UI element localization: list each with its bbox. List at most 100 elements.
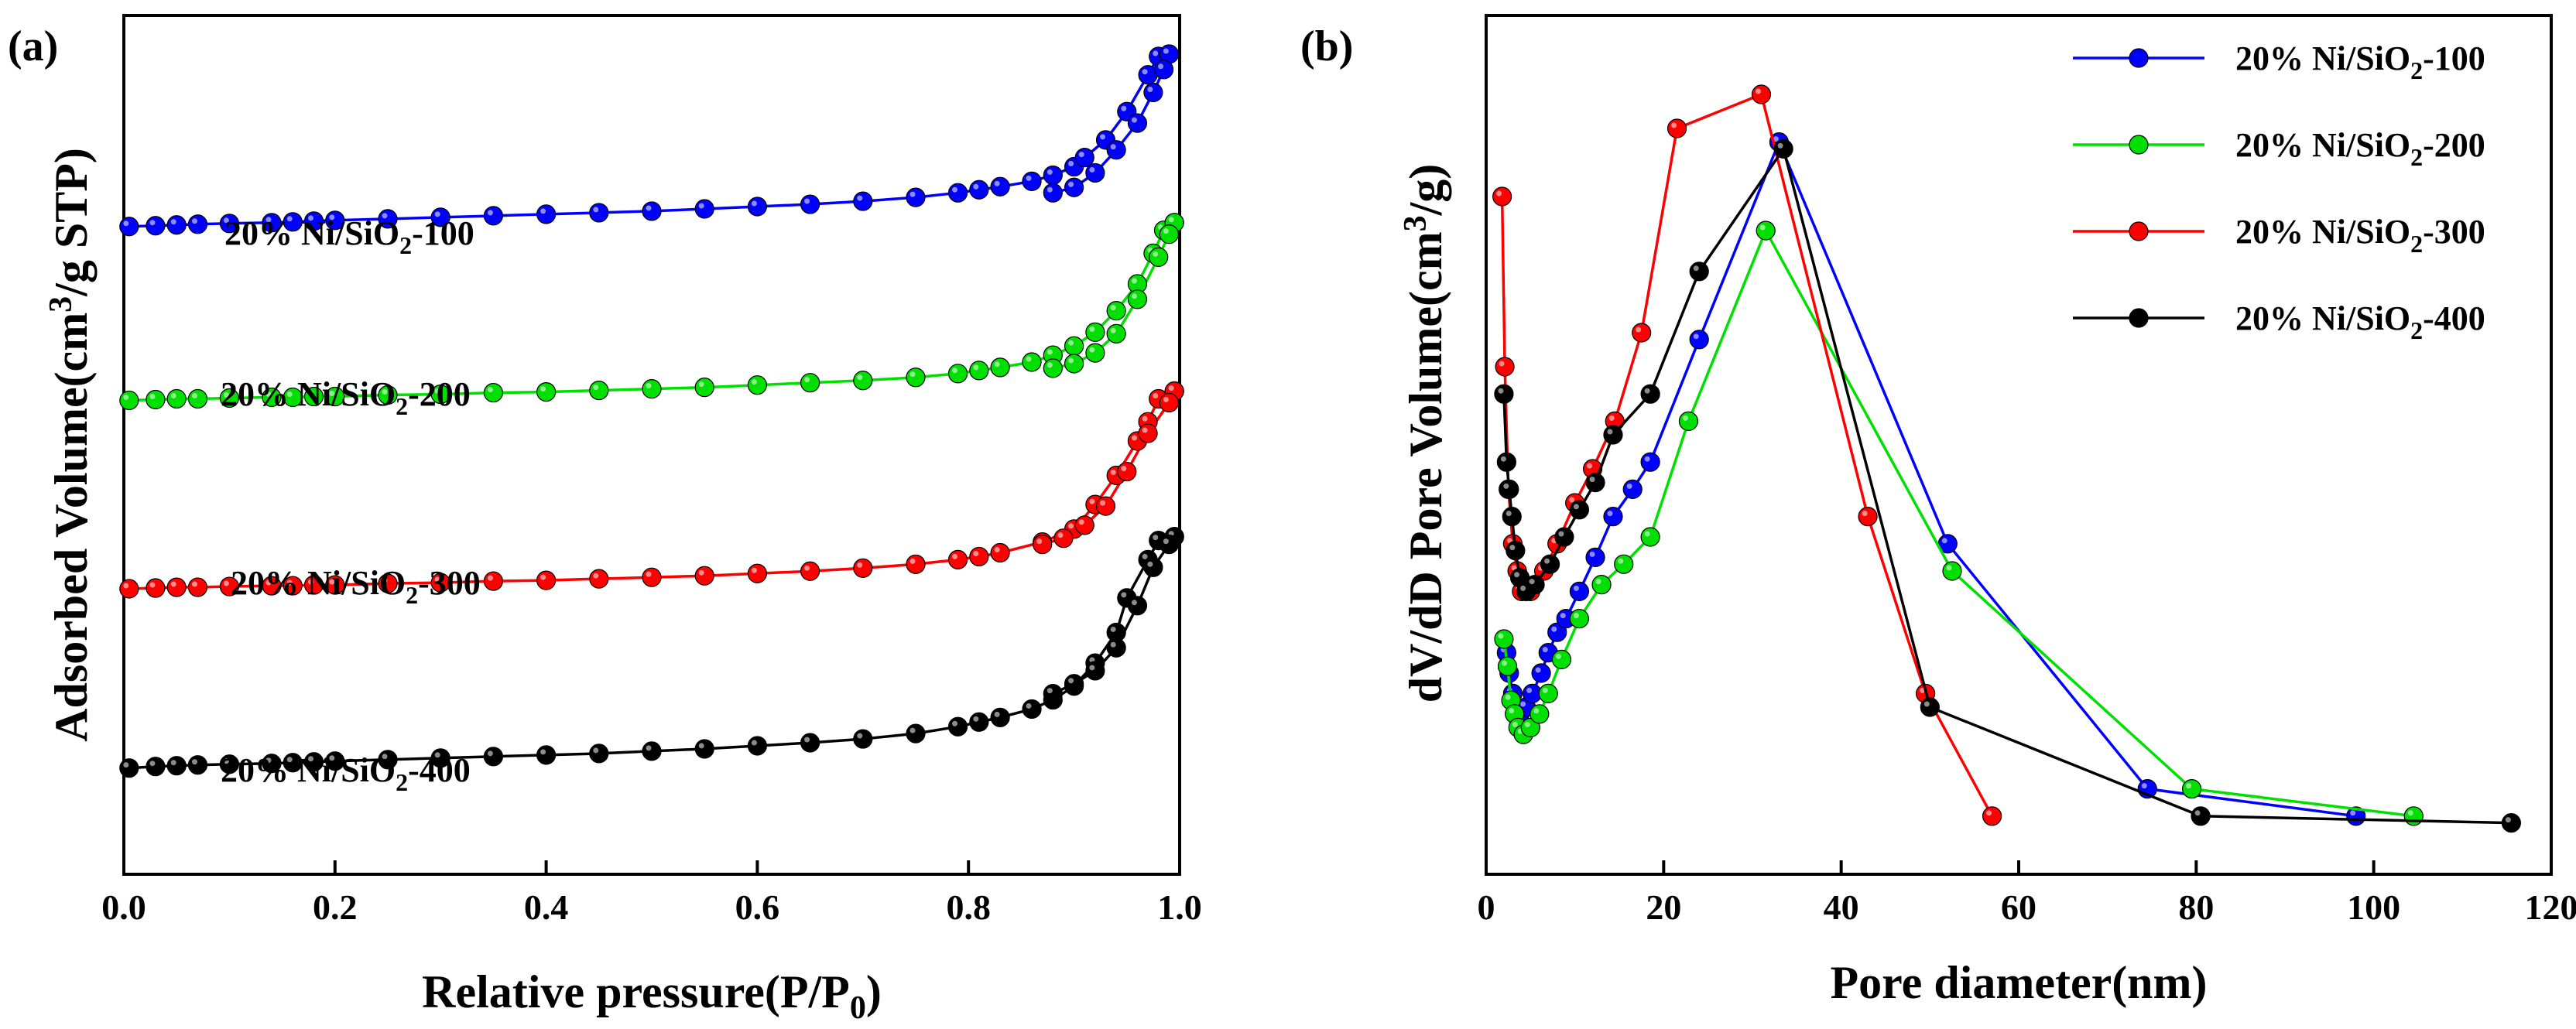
data-point-highlight — [646, 205, 652, 211]
data-point — [1494, 384, 1514, 404]
data-point — [1022, 352, 1042, 372]
data-point-highlight — [1026, 703, 1032, 709]
data-point — [1043, 358, 1063, 378]
data-point — [947, 183, 968, 203]
data-point-highlight — [1046, 169, 1053, 175]
data-point-highlight — [382, 577, 388, 583]
data-point — [1942, 561, 1962, 581]
data-point-highlight — [1163, 396, 1169, 402]
data-point-highlight — [1078, 152, 1084, 158]
legend-entry: 20% Ni/SiO2-300 — [2073, 213, 2485, 258]
data-point — [1138, 423, 1158, 443]
panel-a-x-axis-label: Relative pressure(P/P0) — [422, 966, 882, 1026]
data-point-highlight — [698, 743, 704, 749]
data-point-highlight — [1068, 678, 1074, 684]
panel-b-plot-area — [1492, 84, 2521, 833]
data-point — [1551, 649, 1572, 670]
data-point-highlight — [2194, 810, 2201, 816]
data-point-highlight — [286, 757, 293, 763]
data-point-highlight — [1131, 435, 1137, 441]
data-point — [187, 577, 208, 597]
data-point-highlight — [1514, 572, 1520, 578]
data-point — [1149, 247, 1169, 267]
data-point-highlight — [123, 762, 129, 768]
data-point-highlight — [1078, 519, 1084, 525]
data-point-highlight — [149, 393, 156, 399]
data-point-highlight — [1862, 511, 1868, 517]
data-point — [1569, 581, 1590, 602]
data-point — [1117, 461, 1137, 482]
data-point-highlight — [308, 756, 314, 762]
data-point-highlight — [1587, 463, 1593, 469]
data-point-highlight — [1089, 665, 1095, 671]
data-point-highlight — [1046, 349, 1053, 355]
data-point-highlight — [1110, 327, 1116, 333]
data-point-highlight — [434, 752, 440, 758]
adsorption-line — [128, 53, 1170, 228]
data-point-highlight — [952, 368, 958, 374]
legend-marker — [2129, 221, 2149, 241]
data-point-highlight — [1068, 340, 1074, 346]
data-point — [853, 558, 873, 578]
data-point-highlight — [434, 576, 440, 583]
data-point-highlight — [804, 737, 810, 743]
x-tick-label: 40 — [1824, 887, 1859, 927]
data-point-highlight — [1057, 532, 1064, 538]
data-point-highlight — [994, 361, 1000, 368]
panel-b-y-axis-label: dV/dD Pore Volume(cm3/g) — [1398, 164, 1451, 703]
data-point — [1614, 554, 1634, 574]
data-point-highlight — [329, 579, 335, 585]
data-point-highlight — [1089, 347, 1095, 353]
data-point — [800, 733, 820, 753]
data-point-highlight — [973, 183, 979, 190]
data-point — [800, 194, 820, 214]
data-point-highlight — [286, 391, 293, 398]
data-point-highlight — [1533, 708, 1540, 714]
data-point-highlight — [1946, 565, 1952, 571]
data-point — [1773, 138, 1793, 159]
data-point — [1153, 60, 1174, 80]
legend-label: 20% Ni/SiO2-200 — [2235, 126, 2485, 171]
data-point — [1085, 661, 1105, 681]
data-point — [1143, 82, 1163, 103]
data-point — [642, 379, 662, 399]
data-point-highlight — [1499, 361, 1505, 367]
data-point-highlight — [540, 386, 546, 392]
data-point — [2501, 812, 2521, 833]
data-point-highlight — [1142, 415, 1148, 422]
data-point — [483, 206, 504, 226]
data-point-highlight — [1110, 305, 1116, 311]
panel-a: (a) 0.0 0.2 0.4 0.6 0.8 1.0 20% Ni/SiO2-10020… — [8, 14, 1202, 1026]
data-point-highlight — [1131, 600, 1137, 606]
data-point-highlight — [1644, 456, 1650, 462]
data-point — [483, 571, 504, 591]
data-point-highlight — [909, 558, 916, 564]
data-point-highlight — [540, 749, 546, 755]
data-point-highlight — [698, 203, 704, 209]
data-point-highlight — [170, 219, 176, 225]
data-point-highlight — [1142, 69, 1148, 75]
data-point — [1106, 140, 1126, 160]
x-tick-label: 80 — [2178, 887, 2214, 927]
data-point — [1502, 506, 1522, 527]
data-point-highlight — [646, 383, 652, 389]
data-point — [119, 217, 139, 237]
data-point — [146, 578, 166, 598]
data-point — [146, 389, 166, 410]
data-point-highlight — [751, 379, 757, 385]
data-point — [1640, 384, 1660, 404]
data-point-highlight — [593, 573, 599, 579]
data-point-highlight — [1142, 553, 1148, 559]
data-point-highlight — [1068, 181, 1074, 187]
data-point — [1591, 574, 1612, 595]
data-point-highlight — [223, 758, 229, 764]
data-point-highlight — [1153, 251, 1159, 257]
data-point — [1640, 452, 1660, 472]
data-point — [2403, 806, 2424, 826]
data-point — [1667, 118, 1687, 138]
legend-entry: 20% Ni/SiO2-200 — [2073, 126, 2485, 171]
data-point-highlight — [1526, 687, 1533, 693]
data-point — [694, 199, 714, 219]
data-point — [1159, 224, 1179, 244]
data-point — [146, 757, 166, 777]
